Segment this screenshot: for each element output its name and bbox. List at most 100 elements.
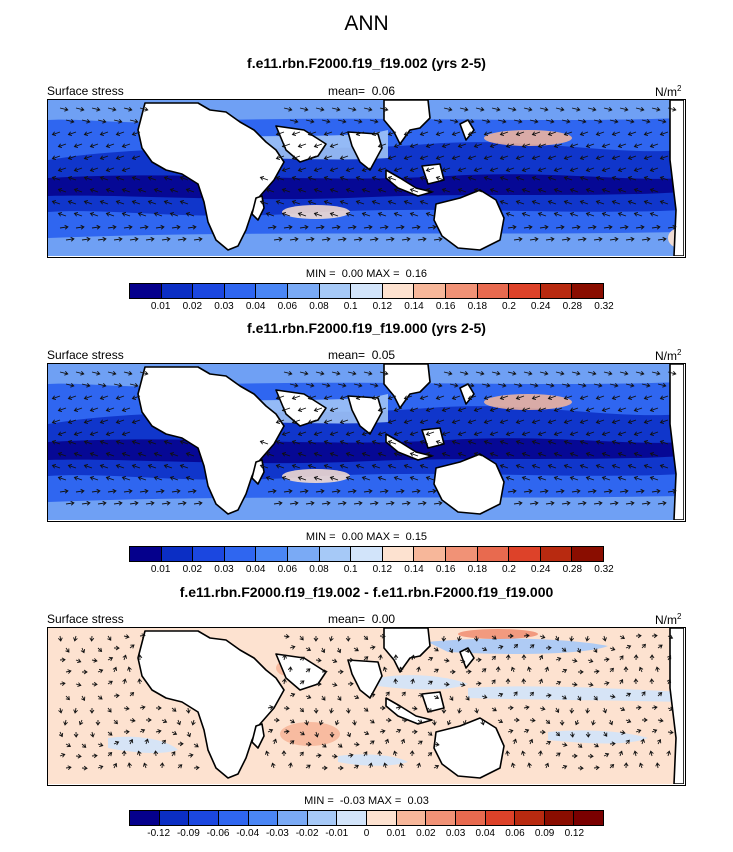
- wind-vector: [137, 750, 142, 757]
- wind-vector: [193, 500, 203, 506]
- wind-vector: [81, 669, 88, 675]
- wind-vector: [179, 464, 189, 469]
- wind-vector: [89, 707, 95, 714]
- colorbar-tick-label: 0.12: [372, 564, 393, 575]
- panel-2-max-value: 0.15: [405, 531, 428, 543]
- wind-vector: [281, 143, 291, 148]
- wind-vector: [339, 464, 349, 469]
- wind-vector: [411, 729, 418, 735]
- colorbar-swatch: [426, 811, 456, 825]
- wind-vector: [515, 419, 525, 424]
- wind-vector: [65, 500, 75, 506]
- colorbar-tick-label: 0.01: [150, 564, 171, 575]
- wind-vector: [107, 680, 113, 685]
- wind-vector: [507, 106, 517, 112]
- wind-vector: [521, 212, 531, 217]
- wind-vector: [321, 118, 331, 124]
- wind-vector: [521, 167, 531, 172]
- wind-vector: [315, 370, 325, 376]
- wind-vectors: [51, 106, 677, 242]
- wind-vector: [643, 200, 653, 205]
- wind-vector: [299, 224, 309, 230]
- wind-vector: [363, 730, 370, 736]
- colorbar-tick-label: 0.06: [277, 564, 298, 575]
- colorbar-swatch: [445, 284, 478, 298]
- wind-vector: [403, 200, 413, 205]
- wind-vector: [129, 500, 139, 506]
- wind-vector: [467, 419, 477, 424]
- wind-vector: [291, 440, 301, 445]
- wind-vector: [451, 440, 461, 445]
- wind-vector: [145, 500, 155, 506]
- wind-vector: [65, 765, 72, 771]
- colorbar-tick-label: 0.12: [564, 828, 585, 839]
- wind-vector: [67, 395, 77, 400]
- wind-vector: [617, 452, 627, 457]
- wind-vector: [313, 635, 319, 642]
- wind-vector: [545, 645, 552, 651]
- wind-vector: [601, 476, 611, 481]
- land-india: [347, 395, 383, 435]
- wind-vector: [425, 212, 435, 217]
- wind-vector: [337, 669, 344, 675]
- wind-vector: [363, 635, 369, 640]
- wind-vector: [601, 188, 611, 193]
- wind-vector: [667, 729, 674, 735]
- wind-vector: [641, 118, 651, 124]
- wind-vector: [659, 155, 669, 160]
- panel-3-left-label: Surface stress: [47, 612, 124, 626]
- wind-vector: [81, 743, 87, 748]
- panel-1-units-exp: 2: [677, 84, 682, 93]
- wind-vector: [281, 476, 291, 481]
- wind-vector: [427, 752, 433, 757]
- wind-vector: [497, 692, 504, 698]
- wind-vector: [81, 500, 91, 506]
- wind-vector: [147, 200, 157, 205]
- wind-vector: [81, 236, 91, 242]
- wind-vector: [425, 407, 435, 412]
- wind-vector: [529, 236, 539, 242]
- wind-vector: [177, 764, 183, 769]
- wind-vector: [153, 476, 163, 481]
- wind-vector: [435, 395, 445, 400]
- colorbar-tick-label: 0.32: [594, 301, 614, 312]
- wind-vector: [323, 440, 333, 445]
- wind-vector: [331, 488, 341, 494]
- wind-vector: [547, 131, 557, 136]
- wind-vector: [305, 236, 315, 242]
- wind-vector: [363, 707, 369, 712]
- wind-vector: [523, 370, 533, 376]
- wind-vector: [491, 106, 501, 112]
- wind-vector: [287, 666, 293, 673]
- wind-vector: [393, 452, 403, 457]
- wind-vector: [561, 500, 571, 506]
- wind-vector: [659, 131, 669, 136]
- wind-vector: [409, 143, 419, 148]
- wind-vector: [107, 635, 112, 641]
- panel-2-title: f.e11.rbn.F2000.f19_f19.000 (yrs 2-5): [247, 320, 486, 336]
- wind-vector: [323, 395, 333, 400]
- wind-vector: [531, 464, 541, 469]
- wind-vector: [97, 695, 103, 700]
- wind-vector: [507, 729, 514, 734]
- wind-vector: [289, 118, 299, 124]
- wind-vector: [161, 500, 171, 506]
- wind-vector: [299, 488, 309, 494]
- wind-vector: [353, 500, 363, 506]
- wind-vector: [371, 395, 381, 400]
- wind-vector: [275, 395, 285, 400]
- wind-vector: [529, 644, 535, 649]
- wind-vector: [609, 500, 619, 506]
- wind-vector: [323, 419, 333, 424]
- colorbar-swatch: [572, 284, 603, 298]
- wind-vector: [507, 488, 517, 494]
- wind-vector: [617, 476, 627, 481]
- wind-vector: [361, 188, 371, 193]
- wind-vector: [73, 143, 83, 148]
- wind-vector: [547, 464, 557, 469]
- wind-vector: [571, 488, 581, 494]
- wind-vector: [611, 176, 621, 181]
- wind-vector: [121, 452, 131, 457]
- wind-vector: [179, 200, 189, 205]
- land-americas-edge: [669, 100, 684, 256]
